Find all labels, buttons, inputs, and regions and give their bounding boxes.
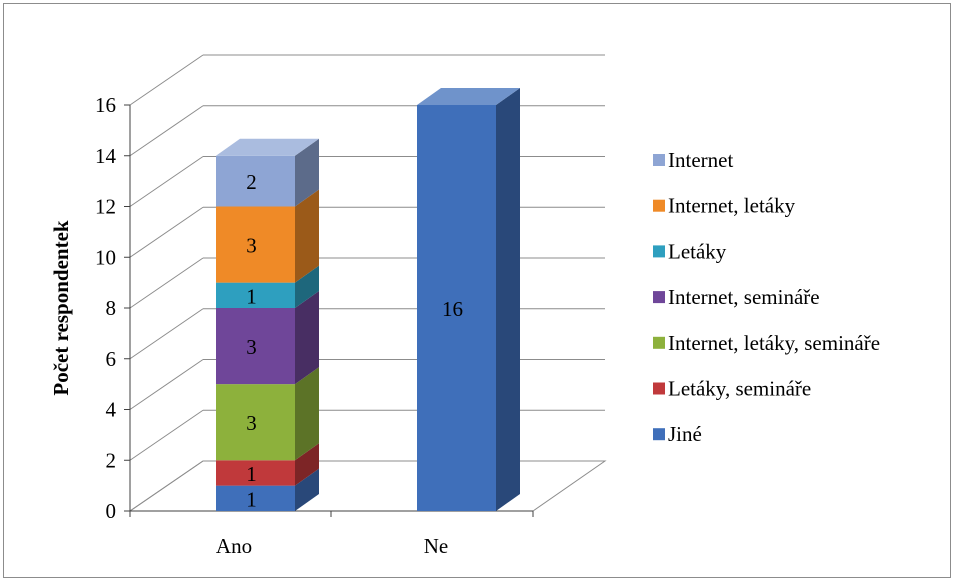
gridline-diagonal-14 (129, 105, 204, 157)
data-label: 3 (246, 411, 257, 435)
legend-label: Internet, semináře (668, 285, 820, 309)
bar-top-cap (216, 138, 319, 156)
bar-segment-side (295, 189, 319, 283)
legend-label: Internet (668, 148, 733, 172)
y-tick-label: 16 (95, 93, 116, 117)
bar-segment-side (295, 367, 319, 461)
gridline-diagonal-10 (129, 206, 204, 258)
gridline-diagonal-4 (129, 359, 204, 410)
legend-swatch (653, 199, 665, 212)
bar-segment-side (295, 443, 319, 486)
y-tick-label: 8 (106, 296, 117, 320)
chart-floor (128, 460, 607, 512)
y-tick-label: 10 (95, 245, 116, 269)
data-label: 1 (246, 284, 257, 308)
bar-segment (216, 384, 295, 461)
legend-swatch (653, 428, 665, 441)
y-tick-label: 14 (95, 144, 117, 168)
data-label: 2 (246, 170, 257, 194)
bar-segment (216, 155, 295, 207)
bar-segment-side (295, 138, 319, 207)
bar-segment (216, 308, 295, 385)
legend-label: Letáky, semináře (668, 377, 811, 401)
data-label: 16 (442, 297, 463, 321)
gridline-diagonal-6 (129, 308, 204, 360)
x-category-label: Ne (424, 534, 449, 558)
gridline-diagonal-16 (129, 54, 204, 106)
bar-segment-side (295, 291, 319, 385)
x-category-label: Ano (216, 534, 252, 558)
legend-label: Jiné (668, 422, 702, 446)
data-label: 3 (246, 234, 257, 258)
bar-segment (417, 105, 496, 511)
data-label: 1 (246, 462, 257, 486)
legend-swatch (653, 291, 665, 304)
bar-top-cap (417, 88, 520, 105)
bar-segment (216, 206, 295, 283)
legend-label: Internet, letáky, semináře (668, 331, 880, 355)
y-tick-label: 0 (106, 499, 117, 523)
legend-swatch (653, 336, 665, 349)
data-label: 3 (246, 335, 257, 359)
legend-label: Letáky (668, 239, 727, 263)
y-tick-label: 12 (95, 195, 116, 219)
gridline-diagonal-8 (129, 257, 204, 309)
y-tick-label: 6 (106, 347, 117, 371)
gridline-diagonal-2 (129, 409, 204, 461)
data-label: 1 (246, 487, 257, 511)
bar-segment-side (496, 88, 520, 511)
gridline-diagonal-12 (129, 156, 204, 207)
legend-swatch (653, 245, 665, 258)
bar-segment-side (295, 265, 319, 308)
bar-segment (216, 282, 295, 308)
bar-segment (216, 460, 295, 486)
y-axis-label: Počet respondentek (49, 220, 73, 395)
legend-label: Internet, letáky (668, 194, 796, 218)
y-tick-label: 2 (106, 448, 117, 472)
y-tick-label: 4 (106, 398, 117, 422)
legend-swatch (653, 382, 665, 395)
legend-swatch (653, 154, 665, 166)
bar-segment-side (295, 468, 319, 511)
bar-segment (216, 485, 295, 511)
